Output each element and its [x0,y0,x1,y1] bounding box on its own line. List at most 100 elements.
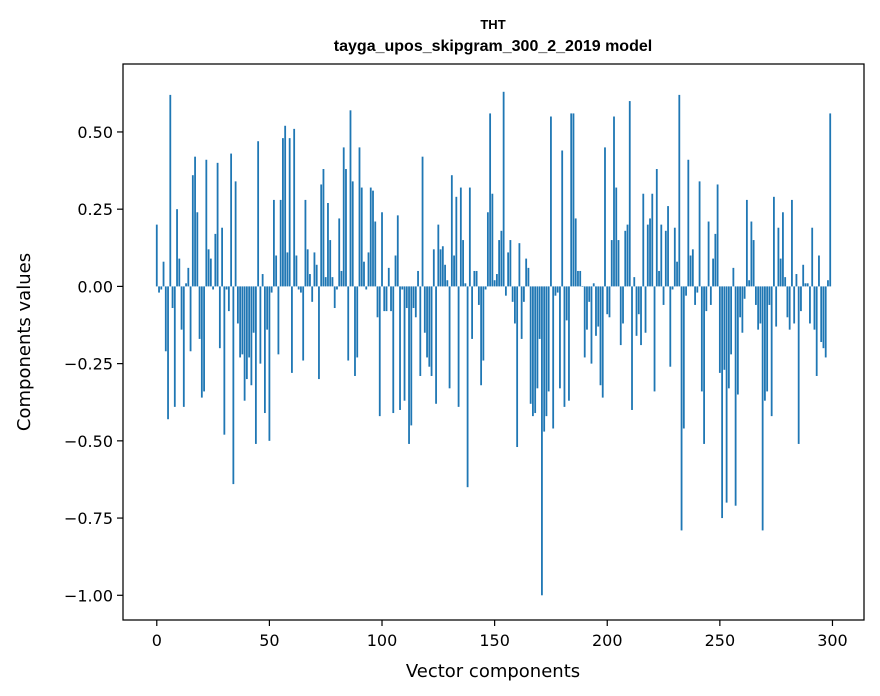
y-axis-ticks: −1.00 −0.75 −0.50 −0.25 0.00 0.25 0.50 [64,123,123,605]
bar-68 [309,274,311,287]
bar-144 [480,286,483,386]
bar-119 [423,286,426,333]
bar-162 [520,286,523,339]
x-tick-label: 0 [152,631,162,650]
bar-137 [464,283,467,287]
bar-268 [759,286,762,324]
bar-160 [516,286,519,448]
bar-208 [624,230,627,287]
bar-191 [586,286,588,330]
bar-286 [800,286,802,312]
bar-73 [320,184,323,287]
bar-267 [757,286,760,330]
bar-70 [313,252,316,287]
bar-188 [579,270,582,287]
bar-274 [773,196,775,287]
bar-129 [446,280,449,287]
bar-60 [291,286,293,373]
bar-116 [417,270,419,287]
bar-239 [694,286,696,305]
bar-143 [477,286,480,305]
bar-217 [644,286,647,333]
bar-36 [236,286,239,324]
bar-89 [356,286,359,358]
bar-67 [306,249,309,287]
bar-76 [327,203,329,287]
bar-271 [766,286,769,392]
bar-80 [336,286,338,290]
bar-28 [218,286,221,349]
bar-298 [827,280,829,287]
bar-229 [671,286,674,290]
bar-136 [462,240,464,287]
bar-127 [441,246,444,287]
bar-122 [430,286,433,376]
bar-117 [419,286,422,376]
bar-24 [209,258,212,287]
bar-251 [721,286,724,519]
bar-25 [212,286,214,290]
x-tick-label: 100 [367,631,398,650]
bar-235 [685,286,687,296]
bar-176 [552,286,555,429]
bar-207 [622,286,624,324]
y-tick-label: 0.00 [77,277,113,296]
bar-138 [466,286,469,488]
bar-164 [525,258,528,287]
bar-222 [655,169,658,287]
bar-287 [802,264,805,287]
bar-31 [225,286,228,290]
x-tick-label: 200 [592,631,623,650]
bar-156 [507,252,510,287]
bar-244 [705,286,708,312]
bar-163 [523,286,525,302]
bar-226 [664,230,667,287]
bar-96 [372,190,374,287]
bar-108 [399,286,401,410]
bar-299 [829,113,832,287]
bar-92 [363,261,365,287]
bar-2 [160,286,163,290]
bar-110 [403,286,406,401]
bar-71 [315,264,318,287]
bar-145 [482,286,485,361]
bar-264 [750,221,753,287]
bar-280 [786,286,789,318]
bar-87 [351,181,354,287]
bar-30 [223,286,226,435]
bar-295 [820,286,823,342]
bar-234 [682,286,685,429]
bar-57 [284,125,287,287]
bar-0 [155,224,158,287]
bar-45 [257,141,260,287]
bar-51 [270,286,273,293]
bar-48 [263,286,266,414]
bar-236 [687,159,690,287]
bar-291 [811,227,814,287]
bar-95 [369,187,372,287]
bar-32 [227,286,230,312]
bar-121 [428,286,431,367]
y-tick-label: 0.25 [77,200,113,219]
bar-37 [239,286,242,358]
bar-169 [536,286,539,389]
y-tick-label: −0.75 [64,509,113,528]
bar-126 [439,249,442,287]
bar-210 [628,101,631,287]
bar-212 [633,277,636,287]
bar-204 [615,187,618,287]
bar-279 [784,277,787,287]
bar-66 [304,199,307,287]
bar-247 [712,258,714,287]
bar-90 [358,147,361,287]
bar-104 [390,286,392,312]
bar-182 [565,286,568,321]
bar-255 [730,286,733,355]
bar-185 [572,113,575,287]
bar-250 [718,286,721,373]
chart-subtitle: tayga_upos_skipgram_300_2_2019 model [334,38,652,55]
bar-184 [570,113,573,287]
y-tick-label: 0.50 [77,123,113,142]
bar-293 [815,286,818,376]
x-axis-label: Vector components [406,661,580,682]
